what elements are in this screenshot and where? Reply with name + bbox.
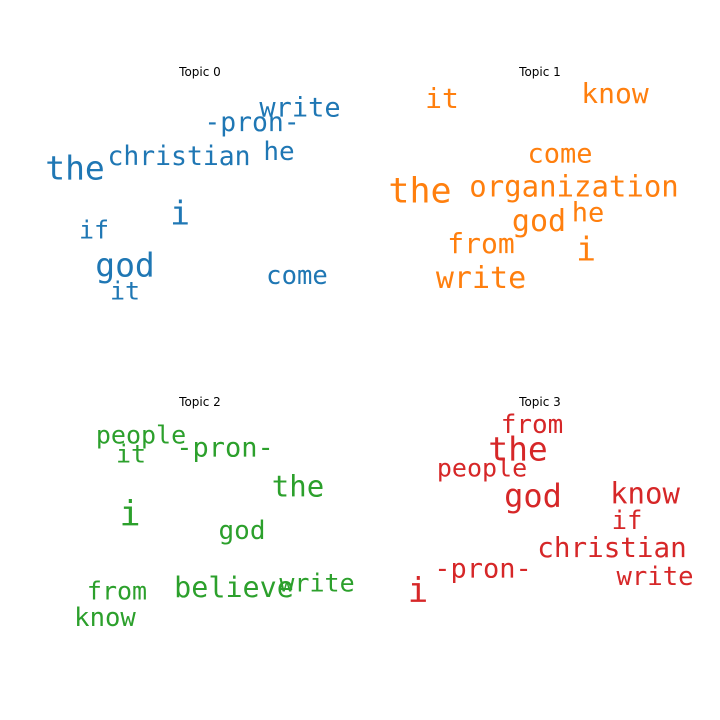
word-write: write: [279, 568, 355, 598]
word-it: it: [109, 276, 141, 306]
word-the: the: [388, 171, 452, 212]
word-pron: -pron-: [176, 432, 274, 464]
word-know: know: [74, 603, 136, 634]
topic-panel: Topic 3 from the people god know if christian -p…: [370, 395, 710, 715]
word-if: if: [611, 506, 643, 537]
word-the: the: [488, 429, 548, 469]
topic-title: Topic 2: [179, 395, 221, 409]
word-i: i: [119, 494, 141, 535]
topic-panel: Topic 0 write -pron-christian he the i if god co…: [30, 65, 370, 385]
word-i: i: [576, 229, 596, 269]
word-if: if: [78, 215, 110, 245]
word-pron: -pron-: [204, 106, 300, 138]
word-people: people: [95, 420, 187, 450]
word-god: god: [218, 516, 266, 546]
word-know: know: [581, 77, 649, 110]
word-the: the: [45, 148, 105, 188]
word-from: from: [447, 227, 515, 260]
word-people: people: [436, 453, 528, 483]
word-christian: christian: [537, 531, 687, 565]
word-write: write: [435, 261, 527, 296]
word-know: know: [610, 476, 680, 511]
word-i: i: [170, 193, 190, 233]
word-the: the: [271, 469, 325, 504]
word-god: god: [511, 204, 567, 239]
word-he: he: [571, 197, 605, 229]
word-he: he: [263, 137, 295, 167]
word-come: come: [266, 261, 328, 292]
word-organization: organization: [469, 169, 679, 204]
word-write: write: [259, 92, 341, 124]
word-god: god: [95, 245, 155, 285]
word-god: god: [504, 477, 562, 515]
topic-title: Topic 1: [519, 65, 561, 79]
word-it: it: [115, 439, 147, 469]
word-it: it: [425, 82, 459, 115]
topic-title: Topic 0: [179, 65, 221, 79]
topic-panel: Topic 1 it know come the organization god he fro…: [370, 65, 710, 385]
word-come: come: [527, 138, 593, 170]
word-from: from: [86, 576, 148, 606]
word-write: write: [616, 562, 694, 593]
word-christian: christian: [107, 140, 251, 172]
word-from: from: [500, 410, 564, 440]
word-pron: -pron-: [434, 553, 532, 585]
topic-title: Topic 3: [519, 395, 561, 409]
topic-panel: Topic 2 people it -pron-the i god believe write…: [30, 395, 370, 715]
word-believe: believe: [174, 570, 294, 604]
word-i: i: [407, 571, 429, 611]
